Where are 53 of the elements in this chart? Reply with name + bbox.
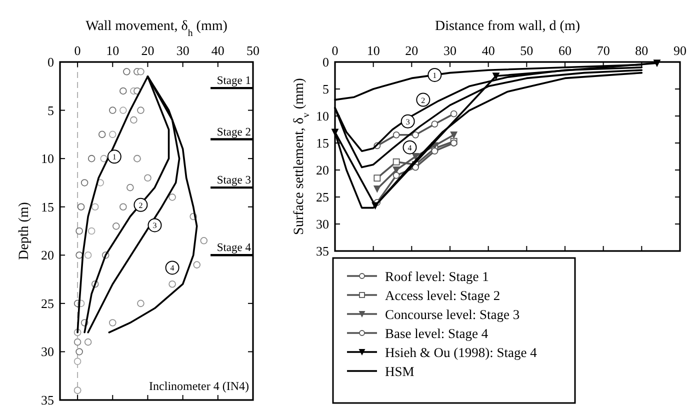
y-axis-title: Depth (m) (17, 202, 32, 260)
annotation: 1 (112, 152, 116, 162)
y-tick-label: 0 (48, 54, 54, 70)
y-tick-label: 25 (316, 190, 329, 204)
legend-label: Concourse level: Stage 3 (385, 307, 520, 322)
ref-line-label: Stage 4 (216, 242, 252, 254)
y-tick-label: 5 (48, 102, 54, 118)
legend-label: Hsieh & Ou (1998): Stage 4 (385, 345, 538, 360)
annotation: 2 (421, 96, 426, 105)
ref-line-label: Stage 3 (216, 174, 252, 187)
x-tick-label: 20 (405, 43, 418, 58)
x-tick-label: 50 (246, 43, 260, 58)
x-tick-label: 90 (674, 43, 686, 58)
y-tick-label: 35 (41, 392, 54, 408)
x-tick-label: 10 (106, 43, 120, 58)
y-tick-label: 15 (41, 199, 54, 214)
annotation: 3 (152, 221, 157, 230)
x-axis-title: Distance from wall, d (m) (434, 19, 580, 34)
x-tick-label: 70 (596, 43, 610, 58)
y-tick-label: 35 (316, 244, 329, 258)
x-tick-label: 80 (635, 43, 648, 58)
y-tick-label: 5 (322, 82, 329, 96)
legend-label: Access level: Stage 2 (385, 288, 500, 303)
ref-line-label: Stage 1 (216, 75, 252, 88)
legend-label: HSM (385, 364, 414, 379)
annotation: 2 (138, 200, 143, 210)
y-tick-label: 15 (316, 136, 329, 150)
y-tick-label: 0 (322, 54, 329, 70)
y-tick-label: 25 (41, 296, 54, 311)
y-tick-label: 10 (316, 108, 329, 124)
y-tick-label: 10 (41, 151, 54, 166)
x-tick-label: 30 (444, 43, 456, 58)
x-axis-title: Wall movement, δ$_{h}$ (mm) (86, 19, 228, 38)
annotation: 1 (432, 70, 437, 80)
y-tick-label: 30 (316, 216, 329, 232)
annotation: 4 (170, 264, 174, 273)
y-tick-label: 20 (316, 162, 329, 178)
x-tick-label: 0 (74, 43, 81, 58)
y-tick-label: 20 (41, 248, 54, 263)
x-tick-label: 40 (482, 43, 495, 58)
ref-line-label: Stage 2 (216, 126, 252, 138)
legend-label: Base level: Stage 4 (385, 326, 488, 341)
x-tick-label: 10 (366, 43, 380, 58)
y-tick-label: 30 (41, 344, 54, 360)
x-tick-label: 40 (211, 43, 224, 58)
annotation: 4 (408, 143, 412, 152)
x-tick-label: 50 (520, 43, 534, 58)
legend-label: Roof level: Stage 1 (385, 269, 489, 284)
annotation: 3 (406, 117, 410, 126)
x-tick-label: 30 (176, 43, 190, 58)
x-tick-label: 20 (141, 43, 154, 58)
x-tick-label: 60 (558, 43, 572, 58)
annotation: Inclinometer 4 (IN4) (149, 379, 249, 393)
